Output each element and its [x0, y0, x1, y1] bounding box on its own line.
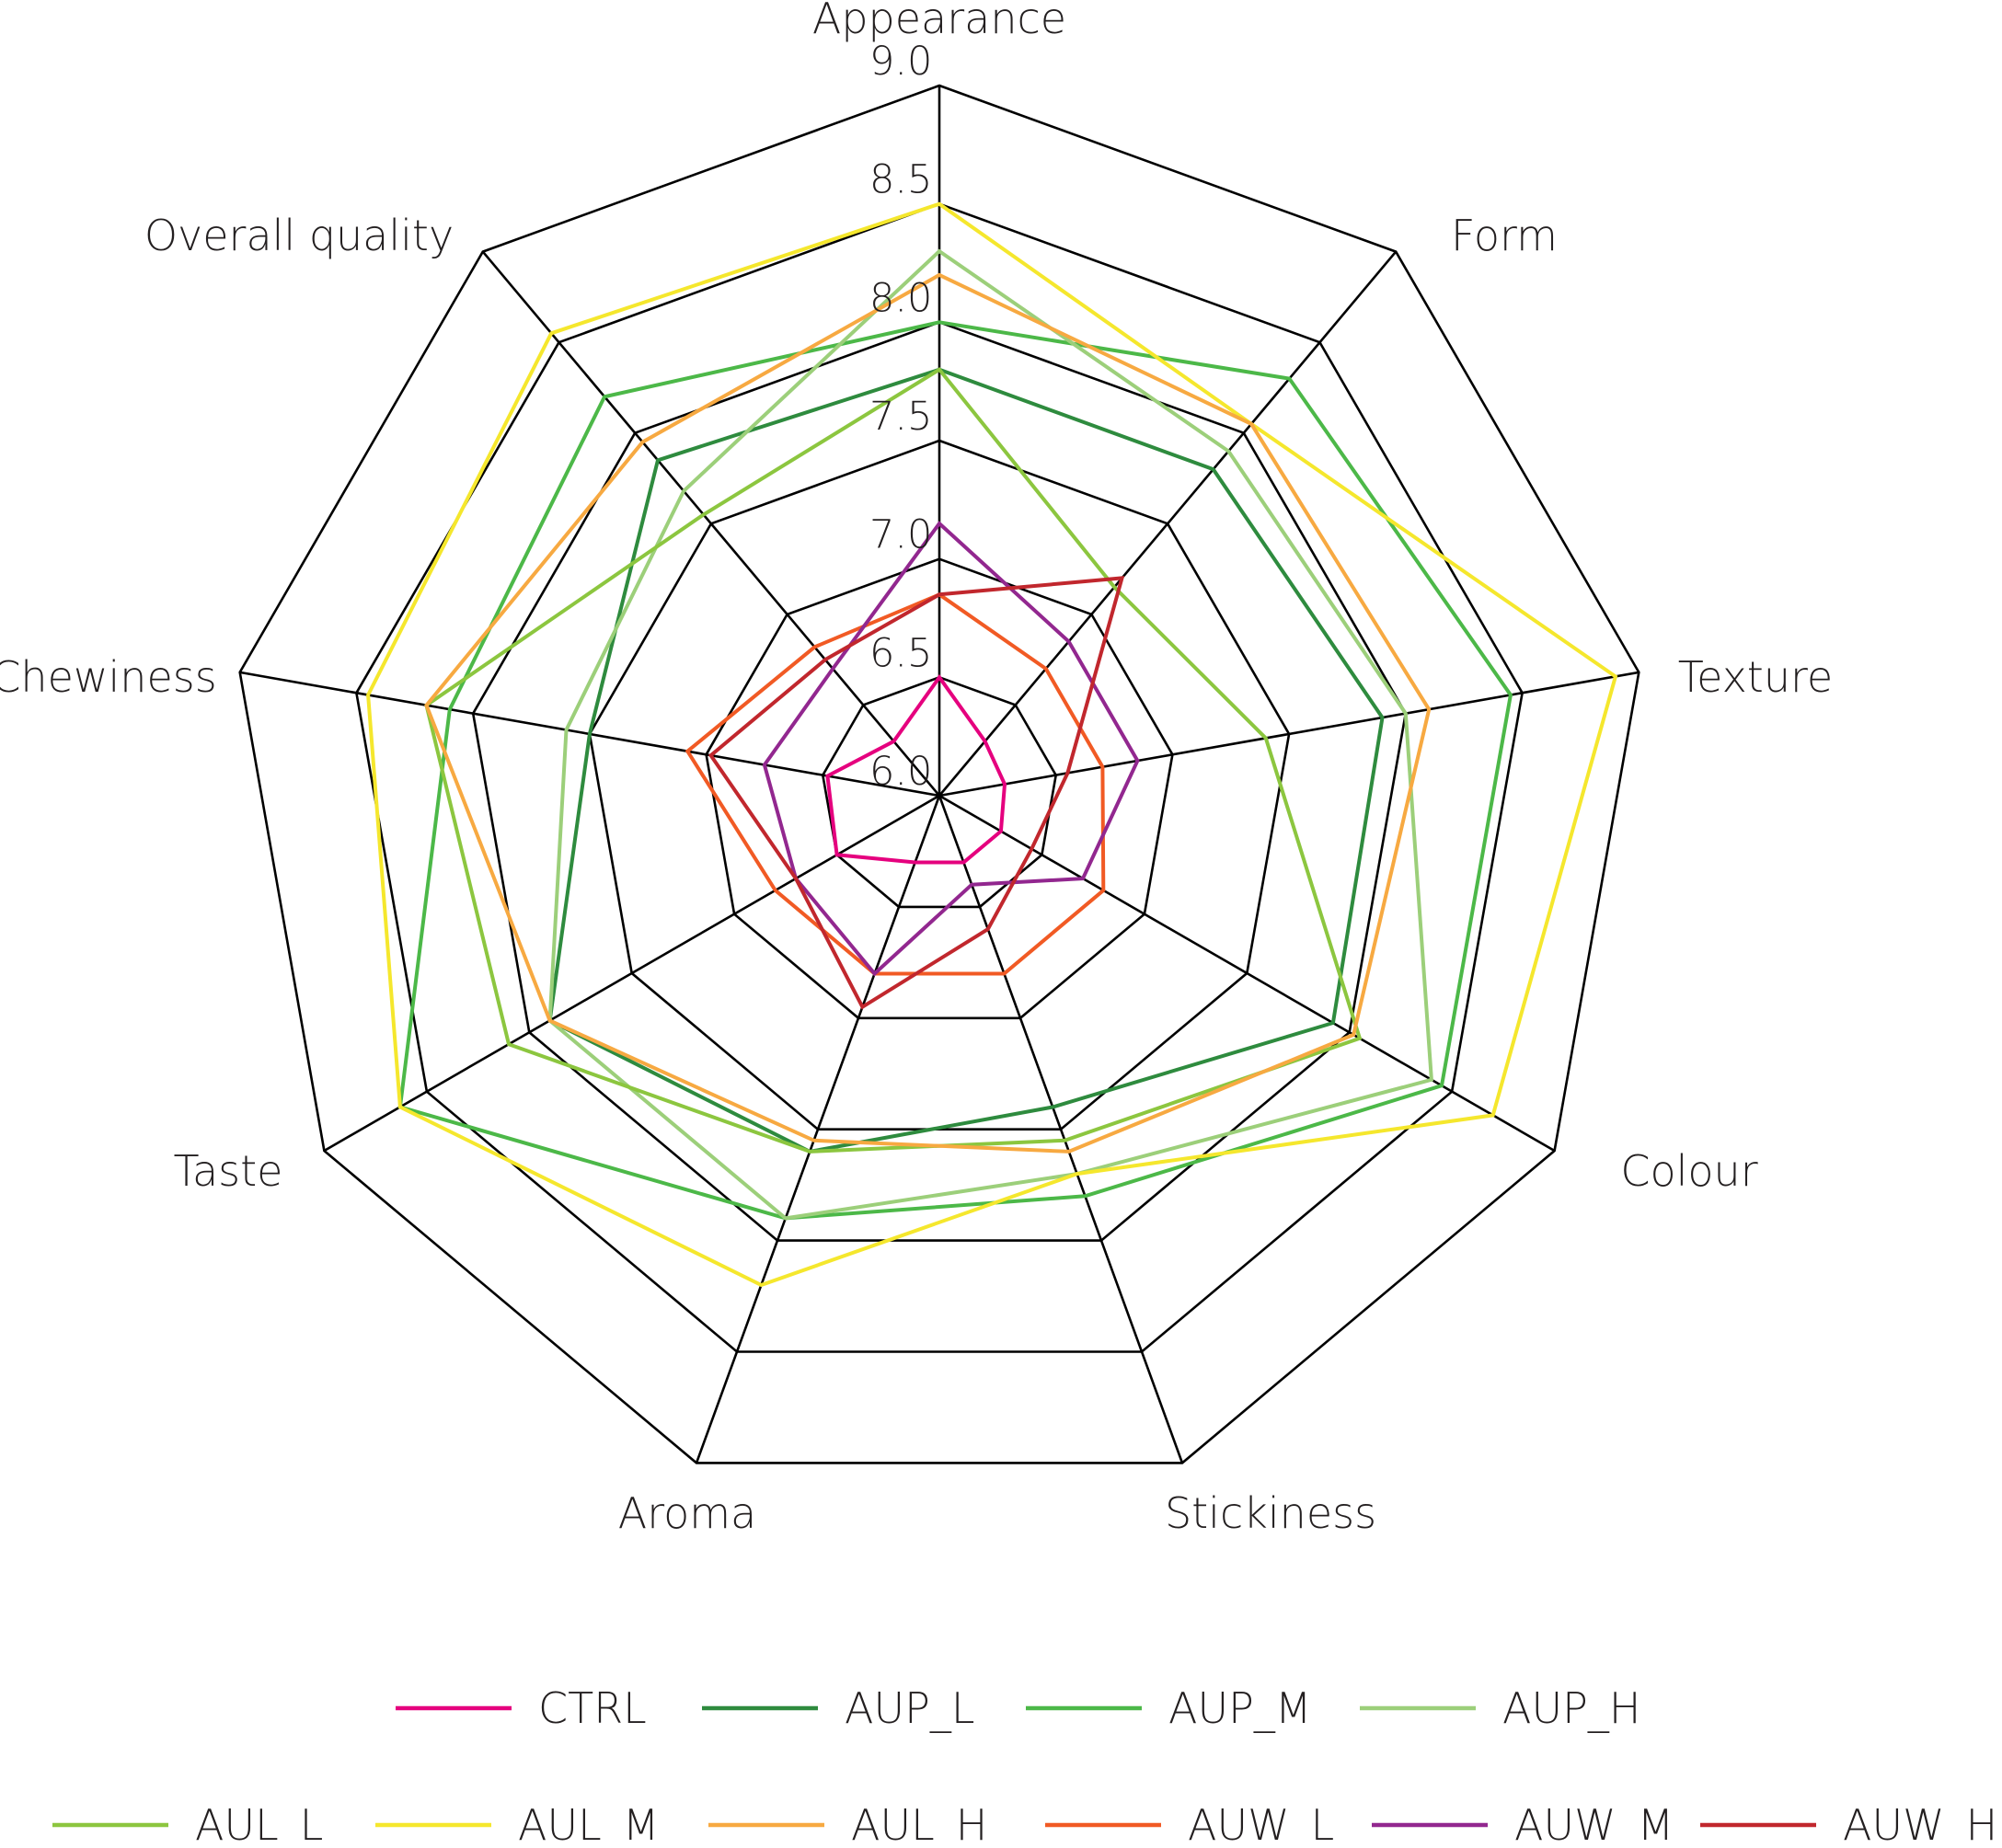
- axis-label-colour: Colour: [1620, 1146, 1757, 1196]
- legend-item-auw-m: AUW_M: [1372, 1800, 1674, 1848]
- axis-label-aroma: Aroma: [618, 1488, 757, 1538]
- axis-labels: Appearance Form Texture Colour Stickiness Aro…: [0, 0, 1833, 1538]
- tick-label-6: 9.0: [869, 39, 932, 85]
- legend-item-aul-l: AUL_L: [52, 1800, 323, 1848]
- axis-label-form: Form: [1451, 211, 1558, 260]
- legend-label: CTRL: [538, 1683, 647, 1733]
- tick-label-4: 8.0: [869, 275, 932, 321]
- legend-label: AUP_L: [845, 1683, 975, 1733]
- axis-label-chewiness: Chewiness: [0, 652, 217, 702]
- legend-item-aup-l: AUP_L: [702, 1683, 975, 1733]
- legend-label: AUP_H: [1502, 1683, 1640, 1733]
- series-aul-m: [366, 201, 1618, 1288]
- legend-label: AUL_H: [851, 1800, 987, 1848]
- legend-label: AUW_H: [1843, 1800, 1997, 1848]
- axis-label-texture: Texture: [1678, 652, 1833, 702]
- legend-item-aul-h: AUL_H: [708, 1800, 987, 1848]
- series-aup-h: [547, 248, 1434, 1221]
- series-ctrl: [825, 673, 1007, 865]
- legend-item-auw-l: AUW_L: [1045, 1800, 1334, 1848]
- grid-ring-2: [705, 557, 1174, 1020]
- axis-label-taste: Taste: [174, 1146, 283, 1196]
- legend-item-aup-h: AUP_H: [1360, 1683, 1640, 1733]
- series-auw-l: [685, 592, 1106, 976]
- axis-spoke-3: [938, 794, 1556, 1153]
- axis-label-overall-quality: Overall quality: [144, 211, 454, 260]
- legend-label: AUL_M: [518, 1800, 659, 1848]
- tick-label-0: 6.0: [869, 749, 932, 795]
- axis-spoke-8: [481, 250, 940, 797]
- tick-label-2: 7.0: [869, 512, 932, 558]
- grid-ring-1: [821, 675, 1058, 909]
- series-auw-m: [762, 521, 1140, 977]
- axis-label-appearance: Appearance: [812, 0, 1066, 43]
- grid-ring-4: [471, 320, 1408, 1242]
- axis-label-stickiness: Stickiness: [1165, 1488, 1376, 1538]
- axis-spoke-2: [938, 671, 1640, 798]
- legend-item-auw-h: AUW_H: [1700, 1800, 1997, 1848]
- legend-item-ctrl: CTRL: [396, 1683, 647, 1733]
- legend: CTRL AUP_L AUP_M AUP_H AUL_L AUL_M AUL_H AUW_L A…: [52, 1683, 1997, 1848]
- radar-grid: [238, 84, 1640, 1464]
- legend-label: AUP_M: [1168, 1683, 1312, 1733]
- series-aup-m: [397, 320, 1513, 1221]
- tick-label-5: 8.5: [869, 157, 932, 203]
- legend-label: AUW_M: [1514, 1800, 1674, 1848]
- series-aul-h: [424, 272, 1432, 1154]
- axis-spoke-1: [938, 250, 1398, 797]
- legend-label: AUL_L: [195, 1800, 323, 1848]
- grid-ring-6: [238, 84, 1640, 1464]
- axis-spoke-5: [695, 795, 941, 1463]
- radar-series: [366, 201, 1618, 1288]
- legend-item-aup-m: AUP_M: [1026, 1683, 1312, 1733]
- legend-label: AUW_L: [1188, 1800, 1334, 1848]
- series-aup-l: [547, 367, 1385, 1154]
- tick-label-1: 6.5: [869, 630, 932, 676]
- series-auw-h: [708, 576, 1125, 1010]
- axis-spoke-4: [938, 795, 1184, 1463]
- legend-item-aul-m: AUL_M: [375, 1800, 659, 1848]
- tick-label-3: 7.5: [869, 394, 932, 440]
- radial-tick-labels: 6.0 6.5 7.0 7.5 8.0 8.5 9.0: [869, 39, 932, 795]
